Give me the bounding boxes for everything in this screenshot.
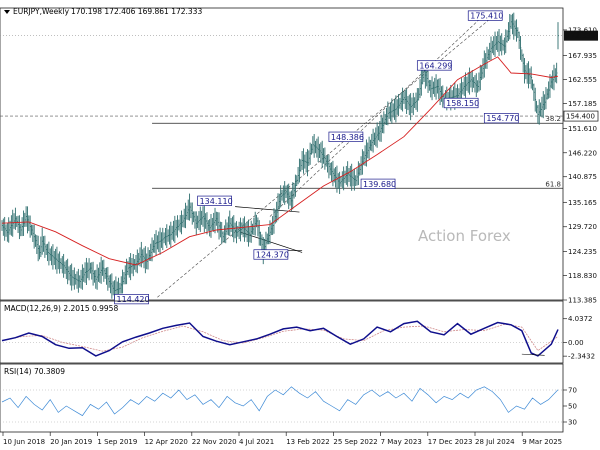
y-tick-label: 151.610	[568, 125, 597, 133]
macd-tick-label: 0.00	[568, 339, 584, 347]
price-level-tag	[563, 110, 599, 122]
x-tick-label: 17 Dec 2023	[428, 438, 473, 446]
y-tick-label: 146.220	[568, 149, 597, 157]
price-label-box	[467, 10, 503, 21]
price-label-text: 114.420	[117, 295, 150, 304]
rsi-tick-label: 30	[568, 419, 577, 427]
fib-level-label: 61.8	[545, 180, 561, 188]
macd-panel-frame	[0, 300, 564, 364]
price-level-value: 154.400	[566, 113, 595, 121]
fib-level-label: 38.2	[545, 115, 561, 123]
macd-divergence-line	[521, 353, 545, 356]
price-label-text: 164.299	[419, 61, 452, 70]
y-tick-label: 157.185	[568, 100, 597, 108]
y-tick-label: 118.830	[568, 272, 597, 280]
price-label-box	[360, 178, 396, 189]
watermark: Action Forex	[418, 227, 511, 245]
y-tick-label: 162.555	[568, 76, 597, 84]
price-label-text: 139.680	[363, 180, 396, 189]
price-label-box	[197, 195, 232, 206]
macd-series-macd	[1, 320, 559, 357]
chart-ohlc: 170.198 172.406 169.861 172.333	[71, 7, 202, 16]
x-tick-label: 7 May 2023	[381, 438, 422, 446]
chart-header: EURJPY,Weekly 170.198 172.406 169.861 17…	[4, 7, 202, 16]
macd-series-signal	[1, 323, 559, 352]
x-tick-label: 9 Mar 2025	[522, 438, 562, 446]
trend-channel-upper	[269, 14, 485, 217]
x-tick-label: 28 Jul 2024	[475, 438, 515, 446]
macd-tick-label: 4.0372	[568, 315, 593, 323]
rsi-panel: 70 50 30 RSI(14) 70.3809	[0, 363, 577, 433]
price-label-text: 148.386	[331, 133, 364, 142]
x-axis: 10 Jun 2018 20 Jan 2019 1 Sep 2019 12 Apr 2…	[2, 432, 562, 446]
price-panel-frame	[0, 7, 564, 301]
y-tick-label: 124.235	[568, 248, 597, 256]
rsi-tick-label: 50	[568, 403, 577, 411]
price-label-box	[416, 60, 452, 71]
x-tick-label: 25 Sep 2022	[333, 438, 377, 446]
rsi-panel-frame	[0, 363, 564, 433]
price-label-box	[443, 97, 479, 109]
y-tick-label: 129.720	[568, 223, 597, 231]
y-tick-label: 135.165	[568, 199, 597, 207]
macd-title: MACD(12,26,9) 2.2015 0.9958	[4, 304, 118, 313]
y-tick-label: 113.385	[568, 297, 597, 305]
moving-average-line	[1, 56, 559, 266]
header-arrow-icon	[4, 10, 10, 14]
price-label-box	[328, 131, 364, 142]
price-label-text: 175.410	[470, 12, 503, 21]
current-price-value: 172.333	[566, 32, 595, 40]
x-tick-label: 4 Jul 2021	[239, 438, 274, 446]
x-tick-label: 10 Jun 2018	[3, 438, 45, 446]
chart-symbol: EURJPY,Weekly	[13, 7, 70, 16]
price-label-box	[483, 113, 519, 124]
y-tick-label: 173.610	[568, 26, 597, 34]
x-tick-label: 1 Sep 2019	[97, 438, 137, 446]
macd-panel: 4.0372 0.00 -2.3432 MACD(12,26,9) 2.2015 0…	[0, 300, 595, 364]
price-label-text: 154.770	[486, 114, 519, 123]
price-label-text: 158.150	[446, 99, 479, 108]
price-label-box	[114, 294, 149, 305]
x-tick-label: 22 Nov 2020	[192, 438, 237, 446]
x-tick-label: 13 Feb 2022	[286, 438, 330, 446]
current-price-tag	[564, 30, 598, 41]
rsi-series-line	[1, 386, 559, 417]
macd-tick-label: -2.3432	[568, 353, 595, 361]
rsi-tick-label: 70	[568, 387, 577, 395]
price-label-text: 124.370	[256, 251, 289, 260]
y-tick-label: 167.935	[568, 52, 597, 60]
price-label-text: 134.110	[200, 197, 233, 206]
x-tick-label: 12 Apr 2020	[145, 438, 188, 446]
y-tick-label: 140.875	[568, 173, 597, 181]
rsi-title: RSI(14) 70.3809	[4, 367, 65, 376]
price-panel: 38.2 61.8 175.410 164.299 158.150 154.770 148…	[0, 7, 599, 305]
x-tick-label: 20 Jan 2019	[50, 438, 92, 446]
price-label-box	[253, 249, 289, 260]
